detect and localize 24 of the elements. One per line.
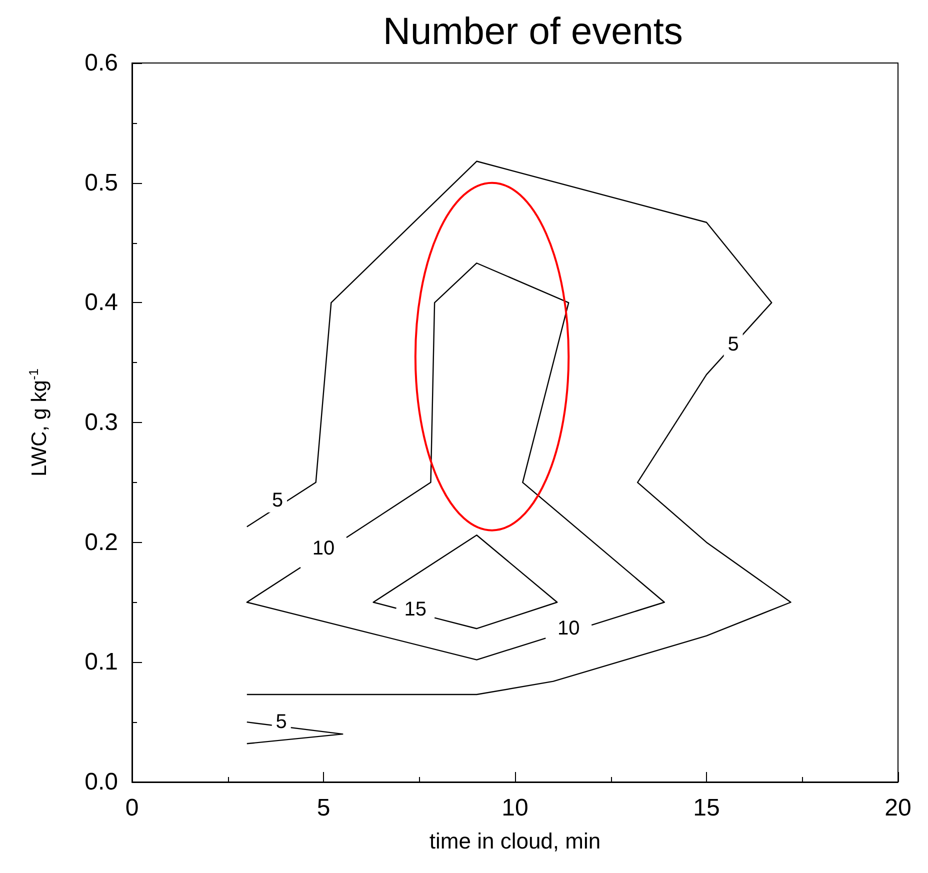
- y-tick-label: 0.6: [84, 50, 118, 76]
- y-tick-label: 0.4: [84, 289, 118, 316]
- line-series: [246, 566, 546, 660]
- annotation: 5: [728, 334, 739, 356]
- y-tick-label: 0.1: [84, 648, 118, 676]
- y-tick-label: 0.0: [84, 768, 118, 796]
- annotation: 5: [272, 489, 284, 512]
- y-axis-title: LWC, g kg-1: [26, 368, 51, 477]
- annotation: 15: [404, 598, 427, 620]
- line-series: [246, 160, 792, 696]
- x-tick-label: 15: [693, 794, 720, 822]
- y-tick-label: 0.3: [84, 409, 118, 436]
- x-tick-label: 10: [502, 794, 528, 822]
- x-tick-label: 0: [125, 794, 139, 822]
- chart-title: Number of events: [383, 11, 683, 53]
- x-axis-title: time in cloud, min: [429, 828, 601, 854]
- annotation: 5: [276, 711, 287, 734]
- y-tick-label: 0.5: [84, 169, 118, 196]
- line-series: [372, 534, 558, 630]
- x-tick-label: 5: [316, 794, 330, 822]
- annotation: 10: [312, 537, 335, 560]
- annotation: 10: [557, 618, 580, 640]
- x-tick-label: 20: [884, 794, 912, 822]
- y-tick-label: 0.2: [84, 528, 118, 556]
